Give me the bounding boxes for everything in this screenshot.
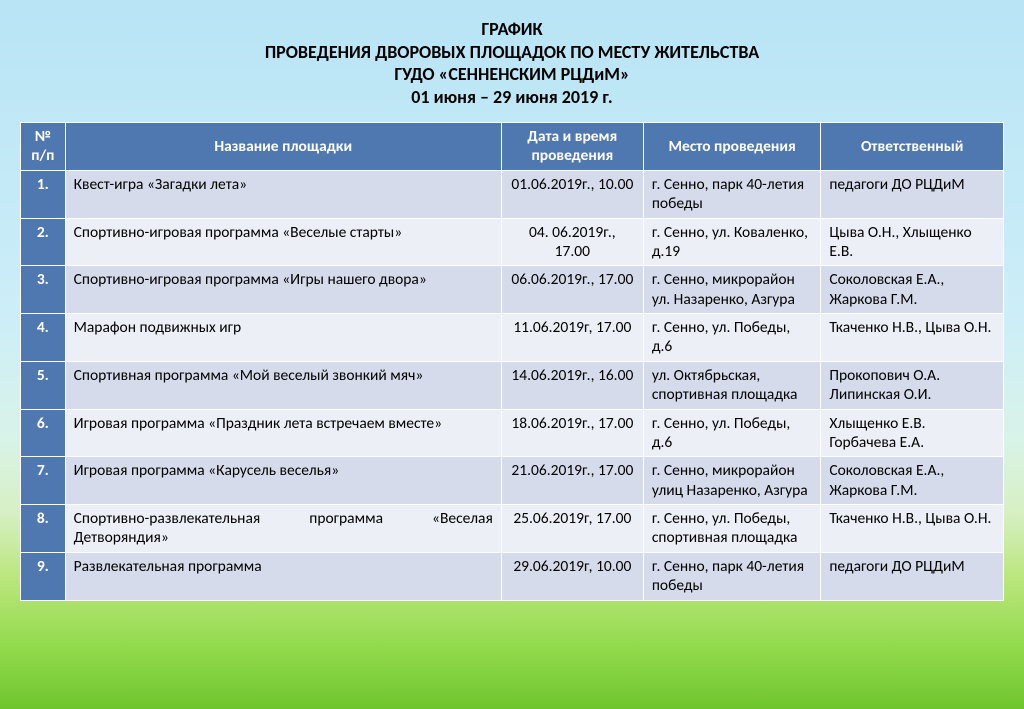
row-place: г. Сенно, ул. Коваленко, д.19 [643, 218, 821, 266]
table-body: 1.Квест-игра «Загадки лета»01.06.2019г.,… [21, 170, 1004, 600]
row-number: 7. [21, 457, 66, 505]
row-responsible: Соколовская Е.А., Жаркова Г.М. [821, 457, 1004, 505]
row-name: Спортивная программа «Мой веселый звонки… [65, 361, 501, 409]
row-number: 3. [21, 266, 66, 314]
row-date: 11.06.2019г, 17.00 [501, 314, 643, 362]
row-date: 18.06.2019г., 17.00 [501, 409, 643, 457]
col-name: Название площадки [65, 123, 501, 171]
row-place: ул. Октябрьская, спортивная площадка [643, 361, 821, 409]
col-place: Место проведения [643, 123, 821, 171]
row-name: Спортивно-развлекательная программа «Вес… [65, 505, 501, 553]
row-number: 8. [21, 505, 66, 553]
row-place: г. Сенно, микрорайон ул. Назаренко, Азгу… [643, 266, 821, 314]
row-responsible: Ткаченко Н.В., Цыва О.Н. [821, 314, 1004, 362]
row-name: Развлекательная программа [65, 552, 501, 600]
row-number: 5. [21, 361, 66, 409]
row-place: г. Сенно, парк 40-летия победы [643, 170, 821, 218]
document-title: ГРАФИК ПРОВЕДЕНИЯ ДВОРОВЫХ ПЛОЩАДОК ПО М… [20, 18, 1004, 108]
page: ГРАФИК ПРОВЕДЕНИЯ ДВОРОВЫХ ПЛОЩАДОК ПО М… [0, 0, 1024, 601]
row-number: 6. [21, 409, 66, 457]
col-date: Дата и время проведения [501, 123, 643, 171]
row-date: 01.06.2019г., 10.00 [501, 170, 643, 218]
row-place: г. Сенно, микрорайон улиц Назаренко, Азг… [643, 457, 821, 505]
table-row: 4.Марафон подвижных игр11.06.2019г, 17.0… [21, 314, 1004, 362]
row-responsible: педагоги ДО РЦДиМ [821, 170, 1004, 218]
schedule-table: № п/п Название площадки Дата и время про… [20, 122, 1004, 601]
table-row: 9.Развлекательная программа29.06.2019г, … [21, 552, 1004, 600]
table-row: 6.Игровая программа «Праздник лета встре… [21, 409, 1004, 457]
row-name: Игровая программа «Праздник лета встреча… [65, 409, 501, 457]
col-num: № п/п [21, 123, 66, 171]
row-responsible: педагоги ДО РЦДиМ [821, 552, 1004, 600]
row-place: г. Сенно, ул. Победы, д.6 [643, 409, 821, 457]
title-line-1: ГРАФИК [20, 18, 1004, 41]
row-name: Спортивно-игровая программа «Игры нашего… [65, 266, 501, 314]
row-place: г. Сенно, ул. Победы, д.6 [643, 314, 821, 362]
row-date: 04. 06.2019г., 17.00 [501, 218, 643, 266]
col-resp: Ответственный [821, 123, 1004, 171]
row-name: Игровая программа «Карусель веселья» [65, 457, 501, 505]
row-date: 29.06.2019г, 10.00 [501, 552, 643, 600]
table-row: 3.Спортивно-игровая программа «Игры наше… [21, 266, 1004, 314]
table-row: 2.Спортивно-игровая программа «Веселые с… [21, 218, 1004, 266]
row-name: Квест-игра «Загадки лета» [65, 170, 501, 218]
row-number: 1. [21, 170, 66, 218]
table-row: 5.Спортивная программа «Мой веселый звон… [21, 361, 1004, 409]
row-date: 25.06.2019г, 17.00 [501, 505, 643, 553]
title-line-3: ГУДО «СЕННЕНСКИМ РЦДиМ» [20, 63, 1004, 86]
table-row: 8.Спортивно-развлекательная программа «В… [21, 505, 1004, 553]
row-date: 06.06.2019г., 17.00 [501, 266, 643, 314]
table-header: № п/п Название площадки Дата и время про… [21, 123, 1004, 171]
row-responsible: Прокопович О.А. Липинская О.И. [821, 361, 1004, 409]
row-date: 14.06.2019г., 16.00 [501, 361, 643, 409]
row-responsible: Соколовская Е.А., Жаркова Г.М. [821, 266, 1004, 314]
table-row: 7.Игровая программа «Карусель веселья»21… [21, 457, 1004, 505]
row-place: г. Сенно, парк 40-летия победы [643, 552, 821, 600]
row-date: 21.06.2019г., 17.00 [501, 457, 643, 505]
row-place: г. Сенно, ул. Победы, спортивная площадк… [643, 505, 821, 553]
row-number: 9. [21, 552, 66, 600]
row-responsible: Хлыщенко Е.В. Горбачева Е.А. [821, 409, 1004, 457]
row-name: Спортивно-игровая программа «Веселые ста… [65, 218, 501, 266]
row-number: 2. [21, 218, 66, 266]
table-row: 1.Квест-игра «Загадки лета»01.06.2019г.,… [21, 170, 1004, 218]
row-responsible: Ткаченко Н.В., Цыва О.Н. [821, 505, 1004, 553]
row-number: 4. [21, 314, 66, 362]
row-responsible: Цыва О.Н., Хлыщенко Е.В. [821, 218, 1004, 266]
row-name: Марафон подвижных игр [65, 314, 501, 362]
title-line-2: ПРОВЕДЕНИЯ ДВОРОВЫХ ПЛОЩАДОК ПО МЕСТУ ЖИ… [20, 41, 1004, 64]
title-line-4: 01 июня – 29 июня 2019 г. [20, 86, 1004, 109]
